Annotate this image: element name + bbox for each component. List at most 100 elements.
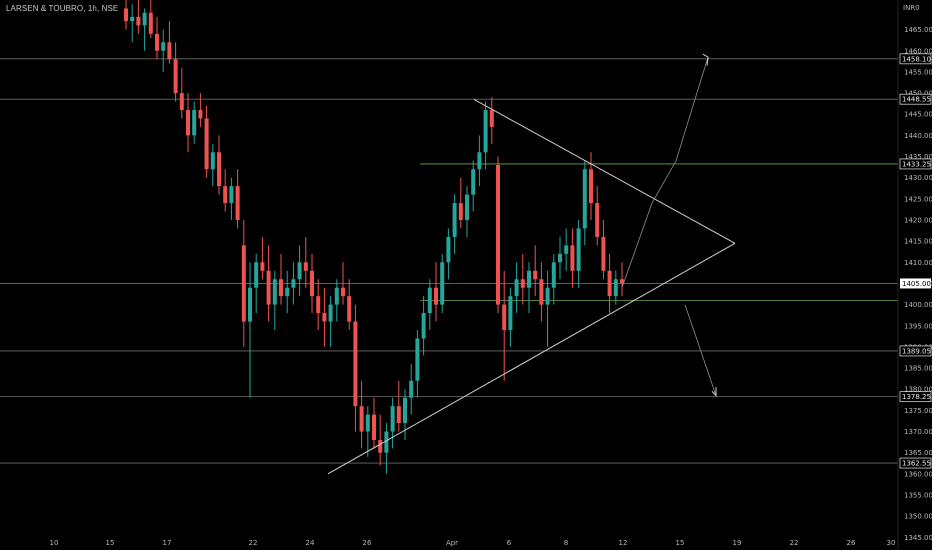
y-tick-label: 1450.00 [904,90,932,98]
candle-body [310,270,314,297]
candle-body [452,203,457,237]
candle-body [396,406,401,424]
y-tick-label: 1365.00 [904,449,932,457]
price-box [899,158,932,170]
y-tick-label: 1360.00 [904,470,932,478]
candle-body [595,203,600,237]
candle-body [446,236,451,263]
x-tick-label: Apr [446,539,458,547]
arrow-up-head [702,53,709,66]
y-tick-label: 1345.00 [904,534,932,542]
candle-body [545,287,550,305]
candle-body [241,245,246,322]
candle-body [210,152,215,170]
triangle-lower-line [327,242,736,475]
price-box-label: 1405.00 [902,280,931,288]
candle-body [341,287,345,297]
y-tick-label: 1420.00 [904,217,932,225]
y-tick-label: 1410.00 [904,259,932,267]
candles [124,0,624,474]
x-tick-label: 10 [50,539,59,547]
y-tick-label: 1385.00 [904,365,932,373]
x-tick-label: 17 [163,539,172,547]
candle-body [198,110,203,119]
candle-body [353,321,358,407]
trendlines [327,53,736,475]
candle-body [328,304,333,322]
candle-body [372,414,376,440]
candle-body [136,16,141,26]
candle-body [254,262,259,288]
candle-body [564,245,569,254]
y-tick-label: 1435.00 [904,153,932,161]
x-tick-label: 26 [363,539,372,547]
candle-body [186,110,190,136]
candle-body [192,110,197,136]
price-box-label: 1458.10 [902,55,931,63]
candle-body [539,279,544,305]
candle-body [229,186,234,204]
candle-body [415,338,420,381]
x-tick-label: 15 [106,539,115,547]
candle-body [173,59,178,94]
y-tick-label: 1445.00 [904,111,932,119]
candle-body [570,245,575,271]
y-tick-label: 1370.00 [904,428,932,436]
x-tick-label: 19 [733,539,742,547]
price-box [899,457,932,469]
y-tick-label: 1400.00 [904,301,932,309]
y-tick-label: 1395.00 [904,322,932,330]
candle-body [489,110,494,127]
y-tick-label: 1440.00 [904,132,932,140]
y-tick-label: 1375.00 [904,407,932,415]
candle-body [155,33,159,51]
candle-body [204,118,209,170]
candle-body [601,236,606,271]
candle-body [334,287,339,305]
x-tick-label: 24 [306,539,315,547]
y-tick-label: 1425.00 [904,195,932,203]
candle-body [483,110,488,153]
candle-body [161,42,166,51]
y-tick-label: 1455.00 [904,68,932,76]
candle-body [272,279,277,305]
x-tick-label: 8 [564,539,568,547]
price-box-label: 1389.05 [902,347,931,355]
candle-body [440,262,445,305]
y-tick-label: 1415.00 [904,238,932,246]
candle-body [297,262,302,280]
candle-body [359,406,364,432]
x-tick-label: 26 [847,539,856,547]
price-box-label: 1433.25 [902,160,931,168]
time-axis: 10 15 17 22 24 26 Apr 6 8 12 15 19 22 26 30 [50,539,896,547]
x-tick-label: 22 [790,539,799,547]
candle-body [613,279,618,297]
candle-body [421,313,426,339]
candle-body [235,186,240,220]
x-tick-label: 15 [676,539,685,547]
candle-body [347,296,352,322]
y-tick-label: 1460.00 [904,47,932,55]
price-box [899,93,932,105]
candle-body [576,228,581,271]
candle-body [384,431,389,453]
y-tick-label: 1430.00 [904,174,932,182]
candle-body [179,93,184,110]
x-tick-label: 6 [507,539,512,547]
candle-body [607,270,612,297]
price-box [899,391,932,403]
x-tick-label: 22 [249,539,258,547]
candle-body [217,152,221,187]
candle-body [378,440,383,453]
candle-body [514,279,519,297]
candle-body [303,262,308,271]
candle-body [390,406,395,432]
candle-body [279,279,283,297]
candle-body [285,287,290,297]
candle-body [471,169,476,195]
candle-body [434,287,438,305]
candle-body [403,397,407,424]
candle-body [130,16,135,22]
price-box [899,53,932,65]
